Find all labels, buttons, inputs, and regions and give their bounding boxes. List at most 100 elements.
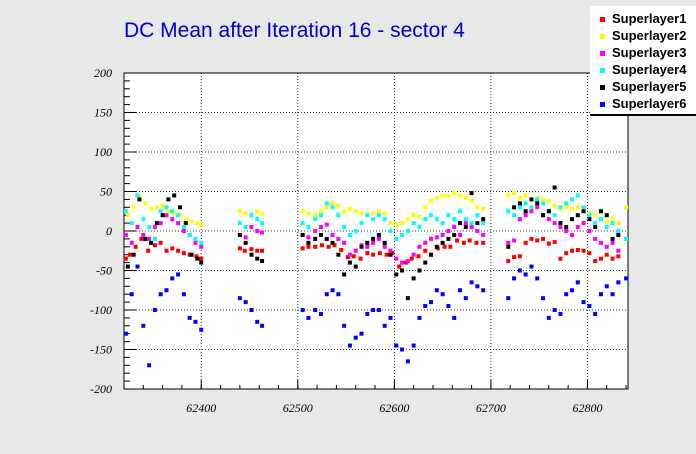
data-point xyxy=(570,288,574,293)
y-tick-label: -200 xyxy=(90,382,112,396)
data-point xyxy=(558,311,563,316)
data-point xyxy=(359,211,364,216)
x-tick-label: 62600 xyxy=(379,401,409,415)
series-superlayer6 xyxy=(123,264,629,368)
data-point xyxy=(610,221,615,226)
y-tick-label: -150 xyxy=(90,343,112,357)
data-point xyxy=(243,240,248,245)
data-point xyxy=(336,236,341,241)
data-point xyxy=(417,315,422,320)
data-point xyxy=(127,252,132,257)
data-point xyxy=(405,217,410,222)
data-point xyxy=(237,246,242,251)
data-point xyxy=(371,217,376,222)
data-point xyxy=(141,232,146,237)
data-point xyxy=(371,236,376,241)
data-point xyxy=(135,225,140,230)
data-point xyxy=(598,292,603,297)
data-point xyxy=(388,315,393,320)
data-point xyxy=(306,211,311,216)
data-point xyxy=(523,213,528,218)
data-point xyxy=(481,217,486,222)
data-point xyxy=(616,232,621,237)
data-point xyxy=(506,193,511,198)
data-point xyxy=(199,222,204,227)
data-point xyxy=(359,221,364,226)
data-point xyxy=(394,222,399,227)
data-point xyxy=(517,268,522,273)
data-point xyxy=(125,264,130,269)
data-point xyxy=(326,244,331,249)
data-point xyxy=(581,205,586,210)
data-point xyxy=(181,225,186,230)
y-tick-label: 100 xyxy=(94,145,112,159)
data-point xyxy=(512,205,517,210)
data-point xyxy=(463,221,468,226)
data-point xyxy=(570,197,574,202)
data-point xyxy=(313,308,318,312)
data-point xyxy=(131,252,136,257)
data-point xyxy=(388,252,393,257)
data-point xyxy=(152,225,157,230)
data-point xyxy=(446,229,451,233)
data-point xyxy=(506,244,511,249)
data-point xyxy=(535,197,540,202)
data-point xyxy=(178,205,182,210)
legend-marker xyxy=(600,68,605,73)
data-point xyxy=(353,264,358,269)
data-point xyxy=(400,232,405,237)
data-point xyxy=(377,251,382,256)
data-point xyxy=(172,193,177,198)
data-point xyxy=(429,236,434,241)
data-point xyxy=(564,229,569,233)
data-point xyxy=(199,327,204,332)
data-point xyxy=(193,236,198,241)
data-point xyxy=(147,225,152,230)
data-point xyxy=(365,251,370,256)
legend-item-superlayer4: Superlayer4 xyxy=(590,61,696,78)
series-superlayer3 xyxy=(123,205,621,265)
data-point xyxy=(242,248,247,253)
data-point xyxy=(423,260,428,265)
data-point xyxy=(324,292,329,297)
data-point xyxy=(318,209,323,214)
legend-marker xyxy=(600,17,605,22)
data-point xyxy=(523,193,528,198)
data-point xyxy=(199,256,204,261)
data-point xyxy=(195,256,200,261)
data-point xyxy=(141,217,146,222)
data-point xyxy=(347,206,352,211)
data-point xyxy=(405,359,410,364)
legend-item-superlayer5: Superlayer5 xyxy=(590,78,696,95)
data-point xyxy=(336,213,341,218)
data-point xyxy=(506,209,511,214)
data-point xyxy=(313,244,318,249)
data-point xyxy=(423,248,428,253)
data-point xyxy=(541,197,546,202)
data-point xyxy=(469,280,474,285)
data-point xyxy=(260,221,265,226)
data-point xyxy=(523,209,528,214)
data-point xyxy=(131,205,136,210)
y-tick-label: 200 xyxy=(94,66,112,80)
data-point xyxy=(260,211,265,216)
data-point xyxy=(517,195,522,200)
data-point xyxy=(353,229,358,233)
data-point xyxy=(371,211,376,216)
data-point xyxy=(195,221,200,226)
data-point xyxy=(440,240,445,245)
data-point xyxy=(610,240,615,245)
data-point xyxy=(434,288,439,293)
legend-item-superlayer1: Superlayer1 xyxy=(590,10,696,27)
data-point xyxy=(581,248,586,253)
data-point xyxy=(581,221,586,226)
data-point xyxy=(243,225,248,230)
data-point xyxy=(255,217,260,222)
data-point xyxy=(434,235,439,240)
data-point xyxy=(405,259,410,264)
data-point xyxy=(237,232,242,237)
y-tick-label: 150 xyxy=(94,106,112,120)
data-point xyxy=(593,213,598,218)
data-point xyxy=(394,272,399,277)
data-point xyxy=(411,221,416,226)
